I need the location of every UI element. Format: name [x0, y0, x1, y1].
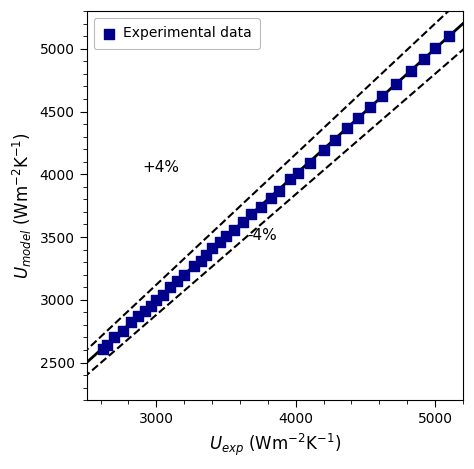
Experimental data [153, 296, 160, 303]
Experimental data [286, 175, 294, 183]
Experimental data [247, 211, 255, 218]
Experimental data [230, 226, 238, 233]
Experimental data [208, 245, 216, 252]
Experimental data [431, 44, 439, 51]
Legend: Experimental data: Experimental data [93, 18, 260, 49]
Experimental data [420, 55, 428, 62]
Experimental data [159, 291, 167, 299]
Experimental data [147, 303, 155, 310]
Experimental data [306, 159, 313, 167]
Text: +4%: +4% [142, 160, 179, 175]
Experimental data [119, 327, 127, 335]
Experimental data [275, 187, 283, 194]
Experimental data [445, 32, 453, 40]
Text: -4%: -4% [247, 227, 277, 242]
Experimental data [190, 262, 198, 270]
Experimental data [408, 68, 415, 75]
Experimental data [128, 318, 135, 326]
Experimental data [320, 147, 328, 154]
Experimental data [173, 277, 181, 285]
Experimental data [392, 80, 400, 88]
Experimental data [257, 203, 264, 211]
Experimental data [331, 136, 338, 144]
Experimental data [203, 251, 210, 258]
Experimental data [378, 93, 386, 100]
Experimental data [180, 271, 188, 279]
Experimental data [217, 238, 224, 246]
Experimental data [104, 341, 111, 349]
Experimental data [267, 194, 274, 202]
Experimental data [222, 232, 230, 240]
Experimental data [141, 307, 149, 315]
Experimental data [355, 114, 362, 121]
Experimental data [366, 103, 374, 110]
Experimental data [197, 257, 205, 265]
X-axis label: $\mathit{U}_{exp}$ (Wm$^{-2}$K$^{-1}$): $\mathit{U}_{exp}$ (Wm$^{-2}$K$^{-1}$) [209, 431, 341, 458]
Experimental data [239, 218, 246, 226]
Experimental data [344, 124, 351, 132]
Experimental data [100, 345, 107, 353]
Experimental data [295, 169, 302, 177]
Experimental data [110, 334, 118, 341]
Experimental data [166, 283, 174, 291]
Y-axis label: $\mathit{U}_{model}$ (Wm$^{-2}$K$^{-1}$): $\mathit{U}_{model}$ (Wm$^{-2}$K$^{-1}$) [11, 132, 34, 279]
Experimental data [134, 312, 142, 320]
